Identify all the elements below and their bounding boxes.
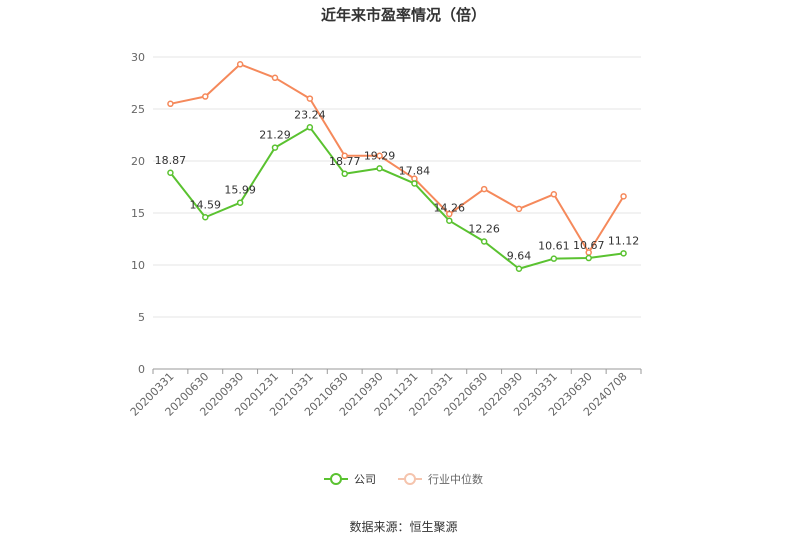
data-point xyxy=(167,100,174,108)
y-tick-label: 25 xyxy=(131,103,145,116)
series-line-0 xyxy=(169,126,624,270)
legend-label-company: 公司 xyxy=(354,473,376,486)
data-point xyxy=(515,265,523,272)
data-point xyxy=(411,180,418,187)
data-label: 19.29 xyxy=(364,149,396,162)
data-label: 23.24 xyxy=(294,108,326,121)
legend-label-industry-median: 行业中位数 xyxy=(428,473,483,486)
data-point xyxy=(550,255,558,262)
data-point xyxy=(306,124,314,131)
y-tick-label: 10 xyxy=(131,259,145,272)
data-label: 10.61 xyxy=(538,240,570,253)
data-label: 9.64 xyxy=(507,250,532,263)
data-point xyxy=(236,61,244,68)
y-tick-label: 5 xyxy=(138,311,145,324)
data-label: 14.59 xyxy=(190,198,222,211)
data-label: 11.12 xyxy=(608,234,640,247)
data-point xyxy=(271,74,279,82)
data-point xyxy=(376,152,383,160)
data-point xyxy=(376,165,383,172)
data-label: 18.77 xyxy=(329,155,361,168)
data-point xyxy=(341,152,348,160)
data-label: 21.29 xyxy=(259,129,291,142)
y-tick-label: 30 xyxy=(131,51,145,64)
data-point xyxy=(515,205,523,213)
data-point xyxy=(620,250,627,257)
data-label: 17.84 xyxy=(399,164,431,177)
legend-swatch-company xyxy=(324,472,348,486)
chart-title: 近年来市盈率情况（倍） xyxy=(320,6,486,24)
source-note: 数据来源：恒生聚源 xyxy=(349,520,458,534)
data-label: 10.67 xyxy=(573,239,605,252)
data-point xyxy=(550,191,558,198)
legend: 公司 行业中位数 xyxy=(0,471,807,487)
data-point xyxy=(480,185,488,193)
y-tick-label: 0 xyxy=(138,363,145,376)
data-point xyxy=(480,238,488,245)
data-point xyxy=(167,169,174,177)
data-label: 18.87 xyxy=(155,154,187,167)
legend-item-industry-median[interactable]: 行业中位数 xyxy=(398,471,483,487)
series-line-1 xyxy=(170,63,625,254)
data-label: 15.99 xyxy=(224,184,256,197)
data-point xyxy=(202,214,209,221)
y-tick-label: 20 xyxy=(131,155,145,168)
data-point xyxy=(236,199,244,206)
data-point xyxy=(341,170,348,178)
data-point xyxy=(585,254,592,262)
data-point xyxy=(271,144,279,151)
data-label: 12.26 xyxy=(468,222,500,235)
data-point xyxy=(446,217,453,224)
legend-item-company[interactable]: 公司 xyxy=(324,471,376,487)
series-lines xyxy=(167,61,627,272)
data-point xyxy=(202,93,209,100)
data-point xyxy=(306,95,314,102)
axes: 0510152025302020033120200630202009302020… xyxy=(128,51,642,419)
data-point xyxy=(446,210,453,218)
legend-swatch-industry-median xyxy=(398,472,422,486)
grid-lines xyxy=(153,56,641,318)
data-point xyxy=(620,193,627,200)
y-tick-label: 15 xyxy=(131,207,145,220)
data-label: 14.26 xyxy=(434,202,466,215)
